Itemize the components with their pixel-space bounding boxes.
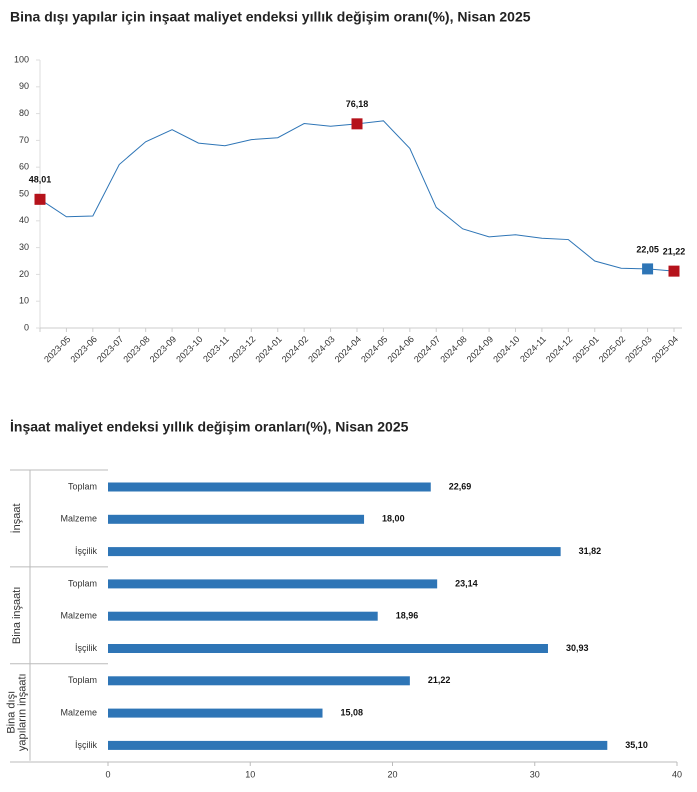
x-tick-label: 2023-09: [148, 334, 178, 364]
x-tick-label: 40: [672, 769, 682, 779]
x-tick-label: 2023-08: [121, 334, 151, 364]
value-label: 15,08: [341, 707, 364, 717]
x-tick-label: 2023-07: [95, 334, 125, 364]
chart-title: Bina dışı yapılar için inşaat maliyet en…: [10, 9, 531, 25]
category-label: İşçilik: [75, 643, 97, 653]
value-label: 22,69: [449, 481, 472, 491]
category-label: Malzeme: [60, 707, 97, 717]
x-tick-label: 2025-03: [623, 334, 653, 364]
group-label: İnşaat: [10, 503, 23, 533]
x-tick-label: 2023-12: [227, 334, 257, 364]
y-tick-label: 70: [19, 135, 29, 145]
x-tick-label: 2024-05: [359, 334, 389, 364]
y-tick-label: 90: [19, 81, 29, 91]
value-label: 22,05: [636, 244, 659, 254]
value-label: 76,18: [346, 99, 369, 109]
x-tick-label: 2024-01: [253, 334, 283, 364]
category-label: Toplam: [68, 481, 97, 491]
category-label: İşçilik: [75, 740, 97, 750]
x-tick-label: 2025-04: [650, 334, 680, 364]
y-tick-label: 60: [19, 162, 29, 172]
bar: [108, 644, 548, 653]
x-tick-label: 20: [387, 769, 397, 779]
y-tick-label: 20: [19, 269, 29, 279]
group-label: Bina inşaatı: [11, 587, 23, 644]
x-tick-label: 30: [530, 769, 540, 779]
value-label: 21,22: [663, 247, 686, 257]
x-tick-label: 2024-02: [280, 334, 310, 364]
x-tick-label: 2024-03: [306, 334, 336, 364]
y-tick-label: 50: [19, 188, 29, 198]
marker: [34, 193, 46, 205]
y-tick-label: 0: [24, 322, 29, 332]
chart-title: İnşaat maliyet endeksi yıllık değişim or…: [10, 419, 409, 435]
x-tick-label: 10: [245, 769, 255, 779]
x-tick-label: 2024-10: [491, 334, 521, 364]
bar: [108, 482, 431, 492]
x-tick-label: 2023-10: [174, 334, 204, 364]
value-label: 30,93: [566, 643, 589, 653]
marker: [642, 263, 654, 275]
value-label: 31,82: [579, 546, 602, 556]
bar: [108, 676, 410, 686]
x-tick-label: 2024-06: [385, 334, 415, 364]
y-tick-label: 30: [19, 242, 29, 252]
value-label: 48,01: [29, 175, 52, 185]
value-label: 21,22: [428, 675, 451, 685]
x-tick-label: 2023-05: [42, 334, 72, 364]
y-tick-label: 10: [19, 296, 29, 306]
y-tick-label: 80: [19, 108, 29, 118]
x-tick-label: 2025-01: [570, 334, 600, 364]
x-tick-label: 2025-02: [597, 334, 627, 364]
marker: [351, 118, 363, 130]
value-label: 35,10: [625, 740, 648, 750]
value-label: 18,96: [396, 611, 419, 621]
x-tick-label: 2024-04: [333, 334, 363, 364]
x-tick-label: 2024-11: [518, 334, 548, 364]
x-tick-label: 2024-12: [544, 334, 574, 364]
bar: [108, 611, 378, 621]
y-tick-label: 100: [14, 54, 29, 64]
bar: [108, 514, 365, 524]
category-label: Malzeme: [60, 611, 97, 621]
group-label: yapıların inşaatı: [16, 673, 28, 751]
x-tick-label: 2024-07: [412, 334, 442, 364]
category-label: Toplam: [68, 578, 97, 588]
y-tick-label: 40: [19, 215, 29, 225]
x-tick-label: 2023-11: [201, 334, 231, 364]
marker: [668, 265, 680, 277]
data-line: [39, 120, 675, 272]
x-tick-label: 0: [105, 769, 110, 779]
category-label: İşçilik: [75, 546, 97, 556]
x-tick-label: 2024-09: [465, 334, 495, 364]
x-tick-label: 2024-08: [438, 334, 468, 364]
category-label: Malzeme: [60, 514, 97, 524]
bar: [108, 740, 608, 750]
category-label: Toplam: [68, 675, 97, 685]
group-label: Bina dışı: [5, 691, 17, 734]
value-label: 18,00: [382, 514, 405, 524]
value-label: 23,14: [455, 578, 478, 588]
bar: [108, 547, 561, 557]
bar: [108, 708, 323, 718]
bar: [108, 579, 438, 589]
x-tick-label: 2023-06: [68, 334, 98, 364]
